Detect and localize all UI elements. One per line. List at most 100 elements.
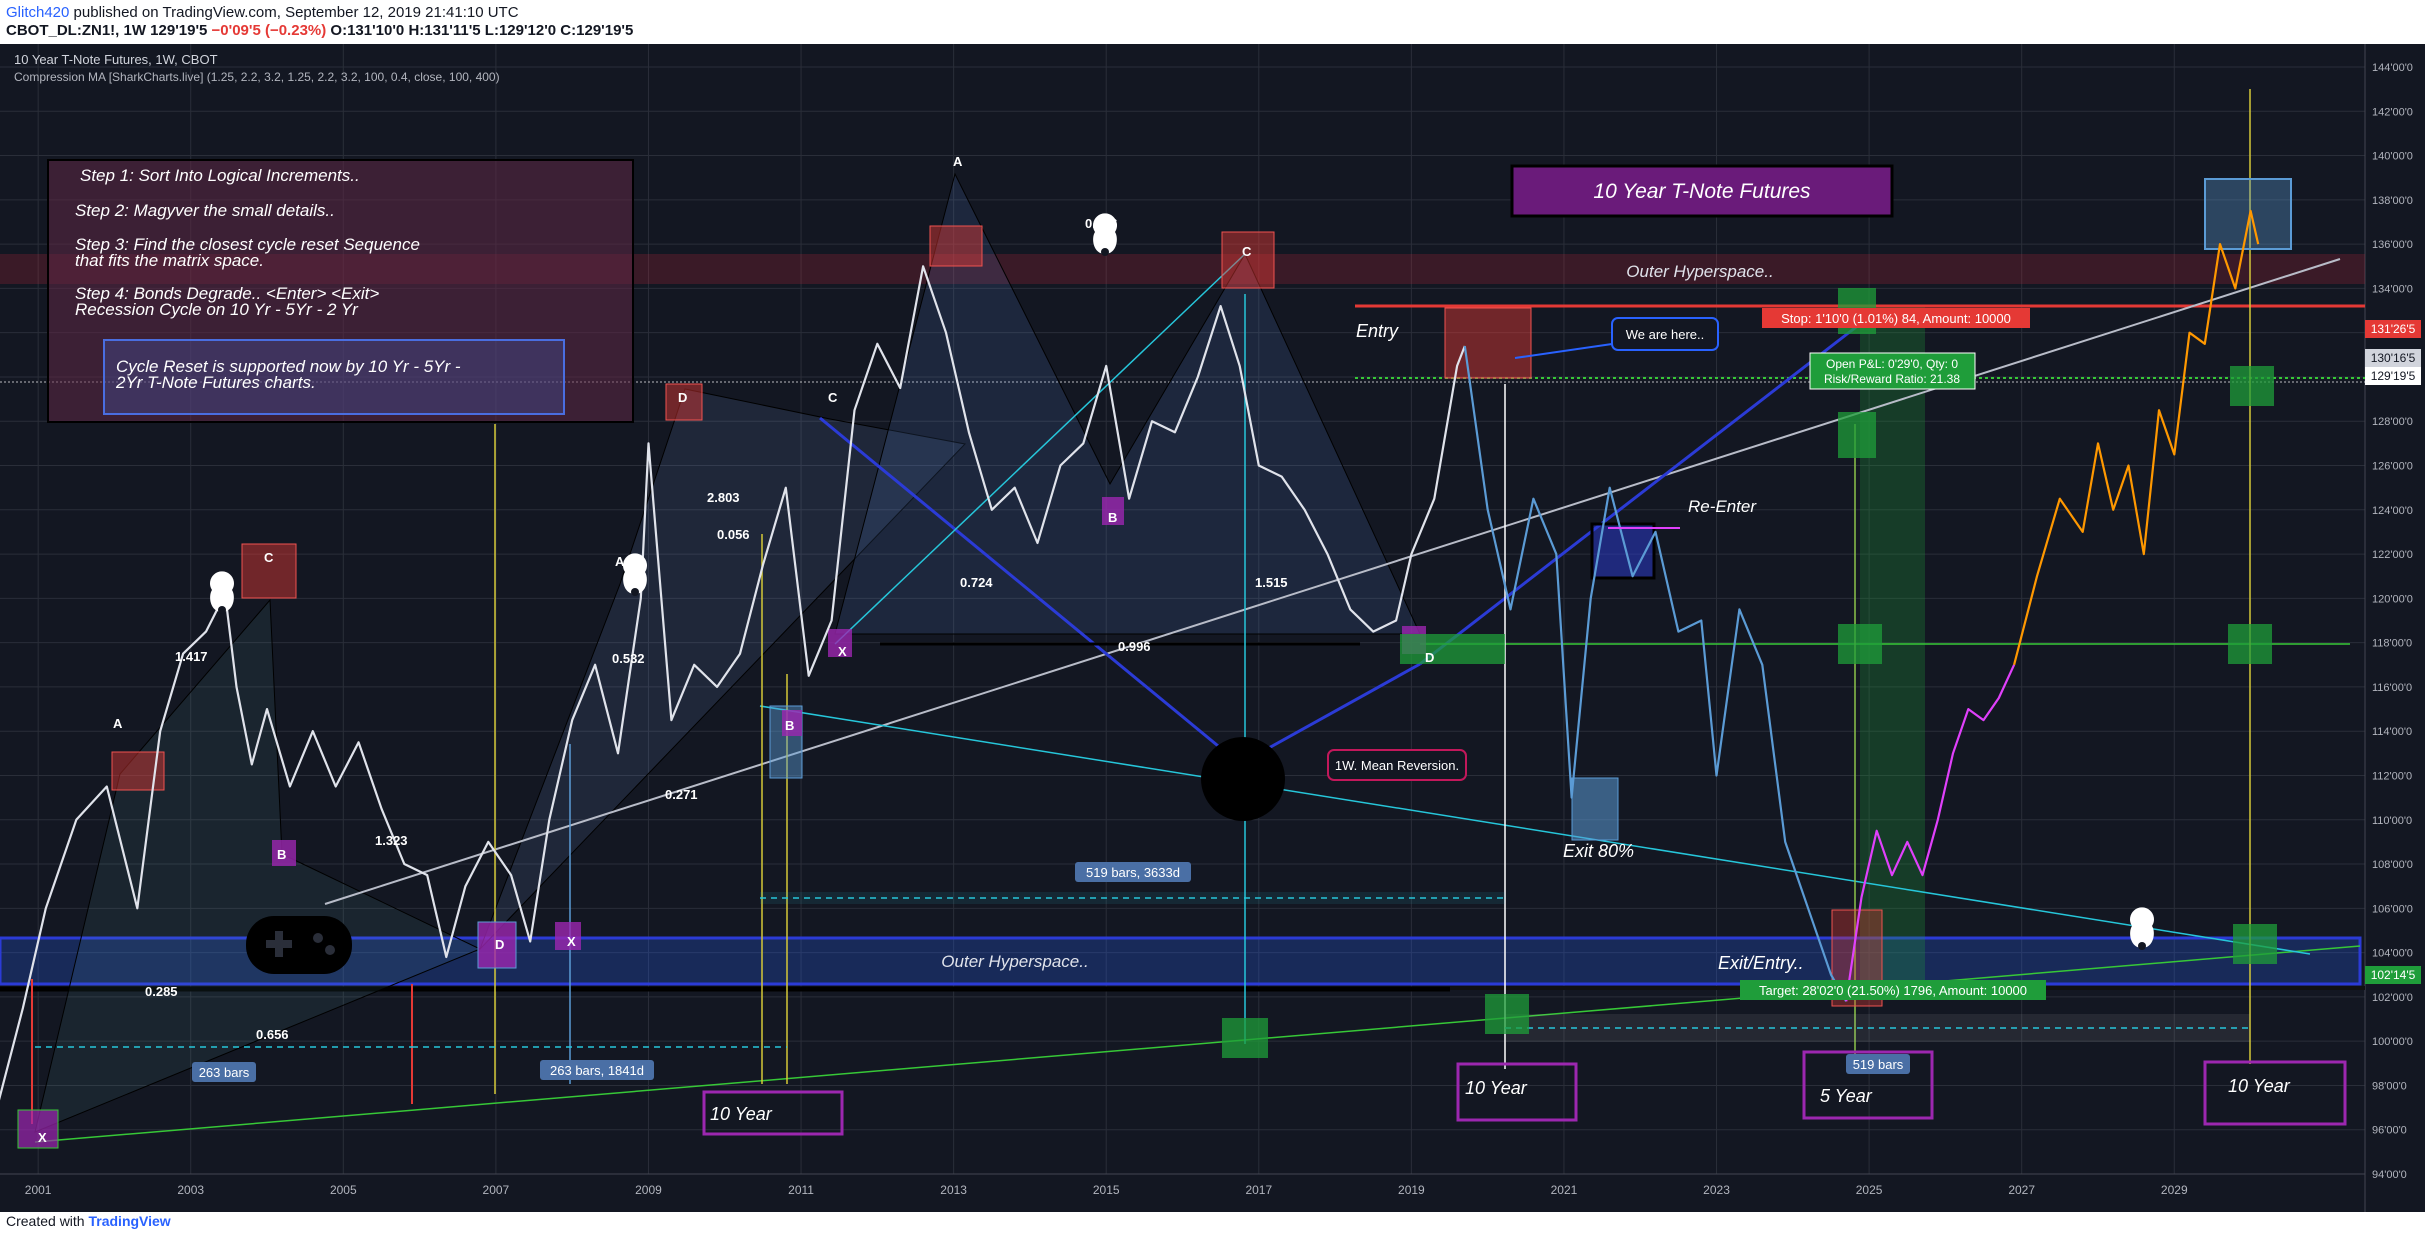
tradingview-logo-link[interactable]: TradingView <box>88 1213 171 1229</box>
five-year-box[interactable] <box>1802 1050 1934 1120</box>
box-red-c2 <box>1221 231 1275 289</box>
series-line-2 <box>1845 664 2016 1002</box>
stop-label-box <box>1762 308 2030 328</box>
we-are-here-pointer <box>1514 343 1613 359</box>
location-pin-icon-1 <box>210 571 234 614</box>
harmonic-pattern-3 <box>834 172 1421 635</box>
five-year-text: 5 Year <box>1820 1086 1873 1106</box>
ohlc-text: O:131'10'0 H:131'11'5 L:129'12'0 C:129'1… <box>330 22 634 39</box>
y-tick-label: 134'00'0 <box>2372 283 2413 295</box>
y-tick-label: 142'00'0 <box>2372 106 2413 118</box>
bars-badge-a <box>192 1062 256 1082</box>
location-pin-icon-2 <box>622 553 648 596</box>
step-1: Step 1: Sort Into Logical Increments.. <box>80 166 360 185</box>
x-tick-label: 2007 <box>483 1183 510 1197</box>
label-d2: D <box>678 390 687 405</box>
ten-year-box-2[interactable] <box>1456 1062 1578 1122</box>
y-tick-label: 136'00'0 <box>2372 239 2413 251</box>
indicator-label[interactable]: Compression MA [SharkCharts.live] (1.25,… <box>14 70 500 84</box>
x-tick-label: 2025 <box>1856 1183 1883 1197</box>
y-tick-label: 106'00'0 <box>2372 903 2413 915</box>
author-link[interactable]: Glitch420 <box>6 4 70 21</box>
harmonic-pattern-1 <box>34 598 482 1133</box>
open-pl-label: Open P&L: 0'29'0, Qty: 0 <box>1826 357 1958 371</box>
box-green-5 <box>2230 366 2274 406</box>
label-b3: B <box>1108 510 1117 525</box>
black-circle <box>1201 737 1285 821</box>
y-tick-label: 118'00'0 <box>2372 638 2412 650</box>
bars-b-text: 263 bars, 1841d <box>550 1063 644 1078</box>
ratio-1323: 1.323 <box>375 833 408 848</box>
box-red-c1 <box>241 543 297 599</box>
entry-label: Entry <box>1356 321 1399 341</box>
step-4: Step 4: Bonds Degrade.. <Enter> <Exit> <box>75 284 379 303</box>
x-tick-label: 2027 <box>2008 1183 2035 1197</box>
y-tick-label: 126'00'0 <box>2372 461 2413 473</box>
series-line-3 <box>2013 209 2260 666</box>
x-tick-label: 2013 <box>940 1183 967 1197</box>
box-red-entry <box>1444 307 1532 379</box>
steps-note-box[interactable] <box>47 159 634 423</box>
re-enter-label: Re-Enter <box>1688 497 1757 516</box>
y-tick-label: 98'00'0 <box>2372 1080 2407 1092</box>
header-published: Glitch420 published on TradingView.com, … <box>6 4 519 21</box>
trendline-blue-3 <box>1419 322 1861 666</box>
box-purple-b2 <box>782 710 802 736</box>
y-tick-label: 114'00'0 <box>2372 726 2412 738</box>
price-tag-entry-text: 130'16'5 <box>2371 351 2416 365</box>
price-tag-last <box>2365 367 2421 385</box>
exit80-label: Exit 80% <box>1563 841 1634 861</box>
box-red-d <box>665 383 703 421</box>
y-tick-label: 110'00'0 <box>2372 815 2412 827</box>
cycle-reset-box[interactable] <box>103 339 565 415</box>
ratio-0285: 0.285 <box>145 984 178 999</box>
we-are-here-callout[interactable] <box>1611 317 1719 351</box>
box-purple-x <box>17 1109 59 1149</box>
y-tick-label: 128'00'0 <box>2372 416 2413 428</box>
label-c3: C <box>1242 244 1252 259</box>
box-green-6 <box>2233 924 2277 964</box>
price-axis-bg[interactable] <box>2365 44 2425 1212</box>
label-d3: D <box>1425 650 1434 665</box>
y-tick-label: 100'00'0 <box>2372 1036 2413 1048</box>
footer-created: Created with <box>6 1213 85 1229</box>
label-a3: A <box>953 154 963 169</box>
box-purple-b3 <box>1102 497 1124 525</box>
chart-area[interactable]: 2001 2003 2005 2007 2009 2011 2013 2015 2017 2019… <box>0 44 2425 1212</box>
y-tick-label: 104'00'0 <box>2372 948 2413 960</box>
trendline-grey <box>324 258 2341 905</box>
header-quote: CBOT_DL:ZN1!, 1W 129'19'5 −0'09'5 (−0.23… <box>6 22 633 39</box>
location-pin-icon-4 <box>2130 907 2154 950</box>
ratio-1515: 1.515 <box>1255 575 1288 590</box>
box-green-4 <box>2228 624 2272 664</box>
bars-badge-c <box>1075 862 1191 882</box>
chart-svg: 2001 2003 2005 2007 2009 2011 2013 2015 2017 2019… <box>0 44 2425 1212</box>
outer-hyperspace-bottom-zone <box>0 936 2362 986</box>
published-text: published on TradingView.com, September … <box>69 4 519 21</box>
exit-entry-label: Exit/Entry.. <box>1718 953 1804 973</box>
title-note-box[interactable] <box>1510 164 1894 218</box>
ten-year-box-1[interactable] <box>702 1090 844 1136</box>
mean-reversion-callout[interactable] <box>1327 749 1467 781</box>
ten-year-box-3[interactable] <box>2203 1060 2347 1126</box>
gamepad-icon <box>246 916 352 974</box>
step-2: Step 2: Magyver the small details.. <box>75 201 335 220</box>
target-label: Target: 28'02'0 (21.50%) 1796, Amount: 1… <box>1759 983 2027 998</box>
x-tick-label: 2009 <box>635 1183 662 1197</box>
trendline-green <box>34 945 2361 1143</box>
price-tag-stop <box>2365 320 2421 338</box>
x-tick-label: 2023 <box>1703 1183 1730 1197</box>
x-tick-label: 2019 <box>1398 1183 1425 1197</box>
pattern-labels: X A B C D X A B C D X A B C D 1.417 1.32… <box>38 154 1434 1145</box>
bars-d-text: 519 bars <box>1853 1057 1904 1072</box>
steps-note-text: Step 1: Sort Into Logical Increments.. S… <box>75 166 420 319</box>
box-purple-x2 <box>555 922 581 950</box>
bars-badge-d <box>1846 1054 1910 1074</box>
footer: Created with TradingView <box>6 1213 171 1229</box>
x-tick-label: 2003 <box>177 1183 204 1197</box>
price-tag-last-text: 129'19'5 <box>2371 369 2416 383</box>
outer-hyperspace-bottom-label: Outer Hyperspace.. <box>941 952 1088 971</box>
ten-year-text-2: 10 Year <box>1465 1078 1528 1098</box>
x-tick-label: 2021 <box>1551 1183 1578 1197</box>
y-tick-label: 96'00'0 <box>2372 1125 2407 1137</box>
